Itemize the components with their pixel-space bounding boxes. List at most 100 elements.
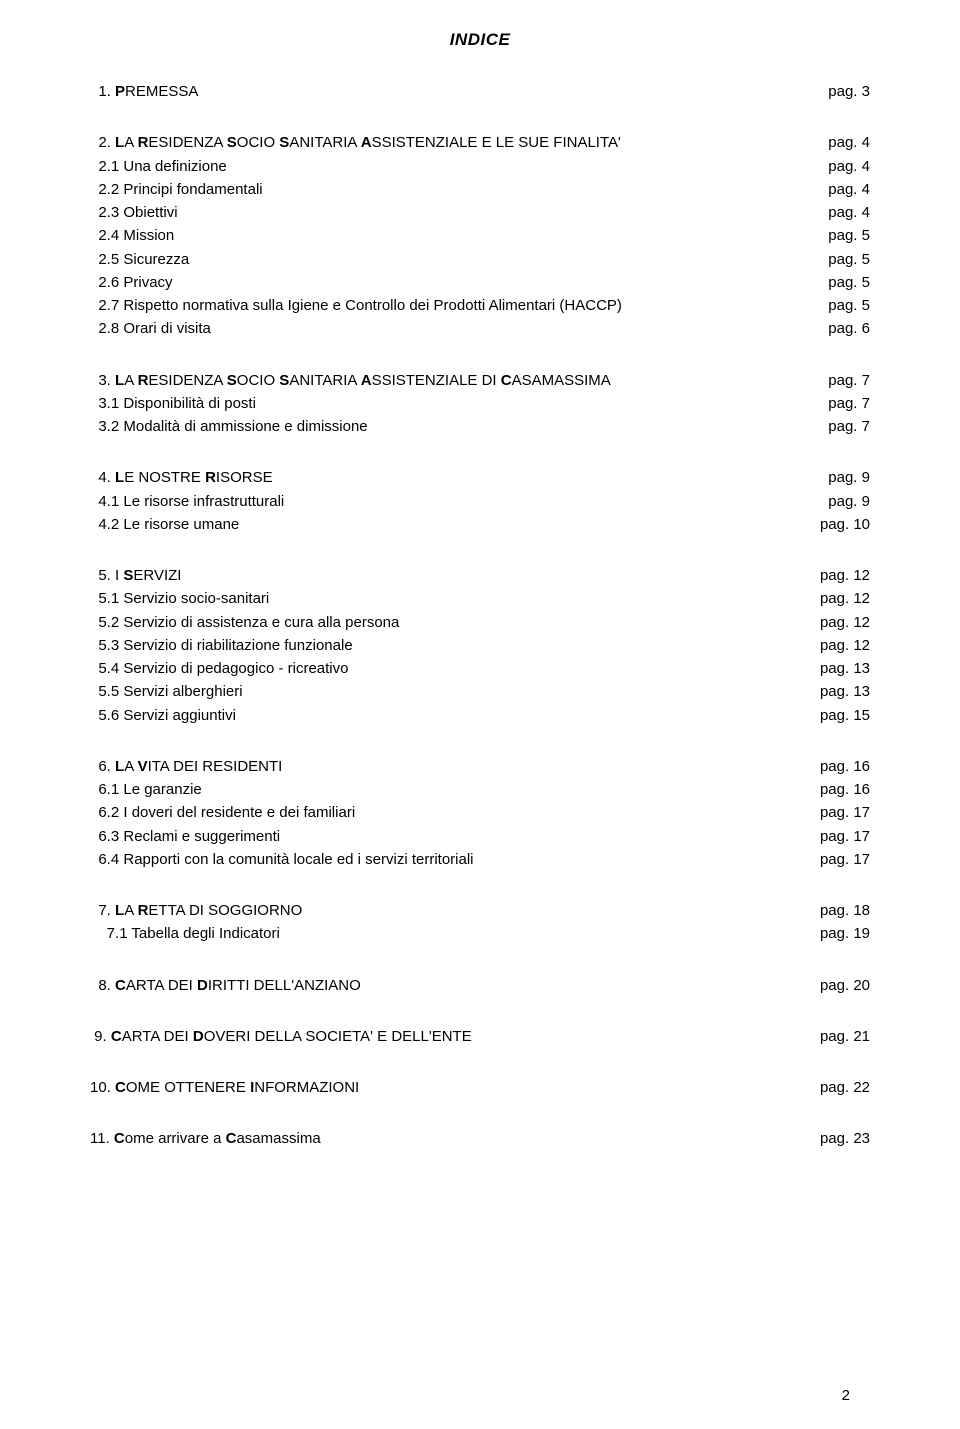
toc-label: 11. Come arrivare a Casamassima xyxy=(90,1127,321,1150)
toc-page-ref: pag. 13 xyxy=(820,657,870,680)
toc-label: 1. PREMESSA xyxy=(90,80,198,103)
toc-label: 5.2 Servizio di assistenza e cura alla p… xyxy=(90,611,399,634)
toc-row: 5.4 Servizio di pedagogico - ricreativo p… xyxy=(90,657,870,680)
toc-row: 3.1 Disponibilità di posti pag. 7 xyxy=(90,392,870,415)
toc-row: 9. CARTA DEI DOVERI DELLA SOCIETA' E DEL… xyxy=(90,1025,870,1048)
toc-label: 6.4 Rapporti con la comunità locale ed i… xyxy=(90,848,474,871)
toc-label: 2.5 Sicurezza xyxy=(90,248,189,271)
toc-page-ref: pag. 19 xyxy=(820,922,870,945)
toc-section: 10. COME OTTENERE INFORMAZIONIpag. 22 xyxy=(90,1076,870,1099)
toc-row: 4. LE NOSTRE RISORSE pag. 9 xyxy=(90,466,870,489)
toc-label: 6.3 Reclami e suggerimenti xyxy=(90,825,280,848)
toc-row: 2.4 Missionpag. 5 xyxy=(90,224,870,247)
toc-page-ref: pag. 17 xyxy=(820,825,870,848)
page-title: INDICE xyxy=(90,30,870,50)
toc-section: 7. LA RETTA DI SOGGIORNO pag. 18 7.1 Tabe… xyxy=(90,899,870,946)
toc-row: 11. Come arrivare a Casamassima pag. 23 xyxy=(90,1127,870,1150)
toc-row: 2.7 Rispetto normativa sulla Igiene e Co… xyxy=(90,294,870,317)
toc-row: 8. CARTA DEI DIRITTI DELL'ANZIANO pag. 20 xyxy=(90,974,870,997)
toc-page-ref: pag. 5 xyxy=(828,294,870,317)
toc-label: 4.2 Le risorse umane xyxy=(90,513,239,536)
toc-label: 5.5 Servizi alberghieri xyxy=(90,680,243,703)
toc-page-ref: pag. 4 xyxy=(828,131,870,154)
toc-label: 6. LA VITA DEI RESIDENTI xyxy=(90,755,282,778)
toc-label: 7. LA RETTA DI SOGGIORNO xyxy=(90,899,302,922)
toc-page-ref: pag. 13 xyxy=(820,680,870,703)
toc-label: 8. CARTA DEI DIRITTI DELL'ANZIANO xyxy=(90,974,361,997)
toc-page-ref: pag. 16 xyxy=(820,755,870,778)
toc-section: 9. CARTA DEI DOVERI DELLA SOCIETA' E DEL… xyxy=(90,1025,870,1048)
toc-label: 3.1 Disponibilità di posti xyxy=(90,392,256,415)
toc-label: 5.1 Servizio socio-sanitari xyxy=(90,587,269,610)
toc-page-ref: pag. 12 xyxy=(820,587,870,610)
toc-page-ref: pag. 10 xyxy=(820,513,870,536)
toc-row: 6.4 Rapporti con la comunità locale ed i… xyxy=(90,848,870,871)
toc-label: 5.6 Servizi aggiuntivi xyxy=(90,704,236,727)
toc-page-ref: pag. 9 xyxy=(828,466,870,489)
toc-label: 5.4 Servizio di pedagogico - ricreativo xyxy=(90,657,348,680)
toc-page-ref: pag. 23 xyxy=(820,1127,870,1150)
toc-label: 6.2 I doveri del residente e dei familia… xyxy=(90,801,355,824)
toc-label: 2. LA RESIDENZA SOCIO SANITARIA ASSISTEN… xyxy=(90,131,621,154)
toc-section: 4. LE NOSTRE RISORSE pag. 9 4.1 Le risors… xyxy=(90,466,870,536)
toc-row: 6. LA VITA DEI RESIDENTI pag. 16 xyxy=(90,755,870,778)
toc-row: 6.3 Reclami e suggerimenti pag. 17 xyxy=(90,825,870,848)
toc-row: 3. LA RESIDENZA SOCIO SANITARIA ASSISTEN… xyxy=(90,369,870,392)
toc-page-ref: pag. 3 xyxy=(828,80,870,103)
toc-section: 3. LA RESIDENZA SOCIO SANITARIA ASSISTEN… xyxy=(90,369,870,439)
toc-row: 2.5 Sicurezzapag. 5 xyxy=(90,248,870,271)
toc-row: 5.6 Servizi aggiuntivi pag. 15 xyxy=(90,704,870,727)
toc-label: 10. COME OTTENERE INFORMAZIONI xyxy=(90,1076,359,1099)
toc-page-ref: pag. 5 xyxy=(828,271,870,294)
toc-row: 5.2 Servizio di assistenza e cura alla p… xyxy=(90,611,870,634)
toc-page-ref: pag. 17 xyxy=(820,801,870,824)
toc-row: 5. I SERVIZIpag. 12 xyxy=(90,564,870,587)
toc-page-ref: pag. 21 xyxy=(820,1025,870,1048)
toc-label: 4. LE NOSTRE RISORSE xyxy=(90,466,273,489)
toc-label: 2.1 Una definizione xyxy=(90,155,227,178)
toc-label: 4.1 Le risorse infrastrutturali xyxy=(90,490,284,513)
toc-section: 8. CARTA DEI DIRITTI DELL'ANZIANO pag. 20 xyxy=(90,974,870,997)
toc-label: 2.8 Orari di visita xyxy=(90,317,211,340)
toc-row: 5.3 Servizio di riabilitazione funzional… xyxy=(90,634,870,657)
toc-row: 2.8 Orari di visita pag. 6 xyxy=(90,317,870,340)
toc-label: 3. LA RESIDENZA SOCIO SANITARIA ASSISTEN… xyxy=(90,369,611,392)
toc-row: 6.1 Le garanzie pag. 16 xyxy=(90,778,870,801)
toc-page-ref: pag. 4 xyxy=(828,178,870,201)
toc-page-ref: pag. 18 xyxy=(820,899,870,922)
toc-row: 10. COME OTTENERE INFORMAZIONIpag. 22 xyxy=(90,1076,870,1099)
toc-page-ref: pag. 7 xyxy=(828,369,870,392)
toc-section: 2. LA RESIDENZA SOCIO SANITARIA ASSISTEN… xyxy=(90,131,870,340)
toc-page-ref: pag. 7 xyxy=(828,392,870,415)
toc-row: 2.6 Privacypag. 5 xyxy=(90,271,870,294)
toc-label: 2.7 Rispetto normativa sulla Igiene e Co… xyxy=(90,294,622,317)
page: INDICE 1. PREMESSA pag. 3 2. LA RESIDENZA… xyxy=(0,0,960,1429)
toc-page-ref: pag. 17 xyxy=(820,848,870,871)
page-number: 2 xyxy=(842,1387,850,1404)
toc-page-ref: pag. 7 xyxy=(828,415,870,438)
toc-row: 5.1 Servizio socio-sanitari pag. 12 xyxy=(90,587,870,610)
toc-section: 11. Come arrivare a Casamassima pag. 23 xyxy=(90,1127,870,1150)
toc-label: 2.3 Obiettivi xyxy=(90,201,178,224)
toc-section: 1. PREMESSA pag. 3 xyxy=(90,80,870,103)
toc-row: 7. LA RETTA DI SOGGIORNO pag. 18 xyxy=(90,899,870,922)
toc-page-ref: pag. 4 xyxy=(828,155,870,178)
toc-row: 2.3 Obiettivipag. 4 xyxy=(90,201,870,224)
toc-row: 5.5 Servizi alberghieri pag. 13 xyxy=(90,680,870,703)
toc-row: 3.2 Modalità di ammissione e dimissionep… xyxy=(90,415,870,438)
toc-label: 9. CARTA DEI DOVERI DELLA SOCIETA' E DEL… xyxy=(90,1025,472,1048)
toc-page-ref: pag. 6 xyxy=(828,317,870,340)
toc-page-ref: pag. 15 xyxy=(820,704,870,727)
toc-label: 5.3 Servizio di riabilitazione funzional… xyxy=(90,634,353,657)
toc-page-ref: pag. 12 xyxy=(820,611,870,634)
toc-label: 6.1 Le garanzie xyxy=(90,778,202,801)
toc-row: 7.1 Tabella degli Indicatoripag. 19 xyxy=(90,922,870,945)
toc-container: 1. PREMESSA pag. 3 2. LA RESIDENZA SOCIO … xyxy=(90,80,870,1151)
toc-row: 2.1 Una definizione pag. 4 xyxy=(90,155,870,178)
toc-section: 5. I SERVIZIpag. 12 5.1 Servizio socio-s… xyxy=(90,564,870,727)
toc-page-ref: pag. 16 xyxy=(820,778,870,801)
toc-row: 2.2 Principi fondamentalipag. 4 xyxy=(90,178,870,201)
toc-page-ref: pag. 5 xyxy=(828,224,870,247)
toc-page-ref: pag. 20 xyxy=(820,974,870,997)
toc-label: 5. I SERVIZI xyxy=(90,564,181,587)
